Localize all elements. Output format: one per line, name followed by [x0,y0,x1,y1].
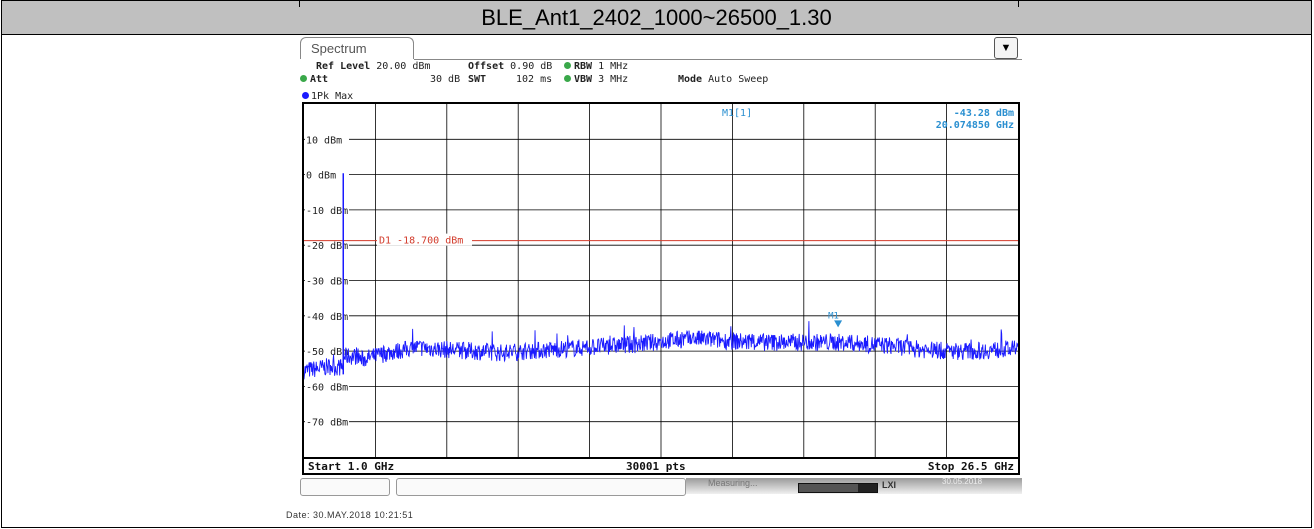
spectrum-graph: 10 dBm 0 dBm -10 dBm -20 dBm -30 dBm -40 dBm -… [302,102,1020,459]
rbw-value: 1 MHz [598,61,629,72]
status-field-2[interactable] [396,478,686,496]
vbw-status-icon [564,75,571,82]
y-tick-label: -70 dBm [306,418,348,429]
vbw-label: VBW [574,74,593,85]
marker-readout-name: M1[1] [722,108,752,119]
tick-label-background [305,239,349,252]
rbw-label: RBW [574,61,593,72]
status-date: 30.05.2018 [942,477,983,486]
tick-label-background [305,133,349,146]
y-tick-label: -20 dBm [306,241,348,252]
mode-value: Auto Sweep [708,74,769,85]
offset-label: Offset [468,61,505,72]
display-config-icon[interactable]: ▼ [994,37,1018,59]
tab-underline [414,59,1022,60]
lxi-icon: LXI [882,480,897,490]
marker-readout-frequency: 20.074850 GHz [936,120,1014,131]
att-label: Att [310,74,329,85]
spectrum-analyzer-screen: Spectrum ▼ Ref Level 20.00 dBm Offset 0.… [300,35,1022,496]
y-tick-label: -10 dBm [306,206,348,217]
trace-indicator: 1Pk Max [302,91,353,102]
frequency-footer: Start 1.0 GHz 30001 pts Stop 26.5 GHz [302,459,1020,475]
capture-date: Date: 30.MAY.2018 10:21:51 [286,510,414,520]
offset-value: 0.90 dB [510,61,553,72]
progress-fill [799,484,858,492]
y-tick-label: -50 dBm [306,347,348,358]
marker-m1-label: M1 [828,311,839,321]
ref-level-value: 20.00 dBm [376,61,431,72]
status-field-1[interactable] [300,478,390,496]
vbw-value: 3 MHz [598,74,629,85]
tick-label-background [305,415,349,428]
title-divider-left [299,1,300,7]
tick-label-background [305,203,349,216]
swt-label: SWT [468,74,487,85]
trace-label-text: 1Pk Max [311,91,354,102]
tick-label-background [305,274,349,287]
tick-label-background [305,309,349,322]
display-line-label-background [377,233,472,246]
progress-bar [798,483,878,493]
y-tick-label: -60 dBm [306,382,348,393]
y-tick-label: -30 dBm [306,277,348,288]
page-title: BLE_Ant1_2402_1000~26500_1.30 [2,1,1311,35]
marker-readout-level: -43.28 dBm [954,108,1014,119]
measuring-status: Measuring... [708,478,758,488]
rbw-status-icon [564,62,571,69]
tick-label-background [305,380,349,393]
y-tick-label: -40 dBm [306,312,348,323]
spectrum-plot: 10 dBm 0 dBm -10 dBm -20 dBm -30 dBm -40 dBm -… [304,104,1018,457]
tick-label-background [305,345,349,358]
stop-frequency: Stop 26.5 GHz [927,460,1014,473]
status-bar: Measuring... LXI 30.05.2018 [300,475,1022,496]
sweep-points: 30001 pts [626,460,686,473]
mode-label: Mode [678,74,703,85]
tab-spectrum[interactable]: Spectrum [300,37,414,59]
trace-color-icon [302,92,309,99]
title-divider-right [1018,1,1019,7]
marker-m1-triangle [834,320,843,328]
y-tick-label: 0 dBm [306,171,336,182]
trace-noise-floor [304,321,1018,380]
swt-value: 102 ms [516,74,553,85]
y-tick-label: 10 dBm [306,135,342,146]
tick-label-background [305,168,349,181]
start-frequency: Start 1.0 GHz [308,460,395,473]
att-status-icon [300,75,307,82]
display-line-label: D1 -18.700 dBm [379,236,463,247]
att-value: 30 dB [430,74,461,85]
ref-level-label: Ref Level [316,61,371,72]
measurement-parameters: Ref Level 20.00 dBm Offset 0.90 dB RBW 1… [300,60,1022,90]
